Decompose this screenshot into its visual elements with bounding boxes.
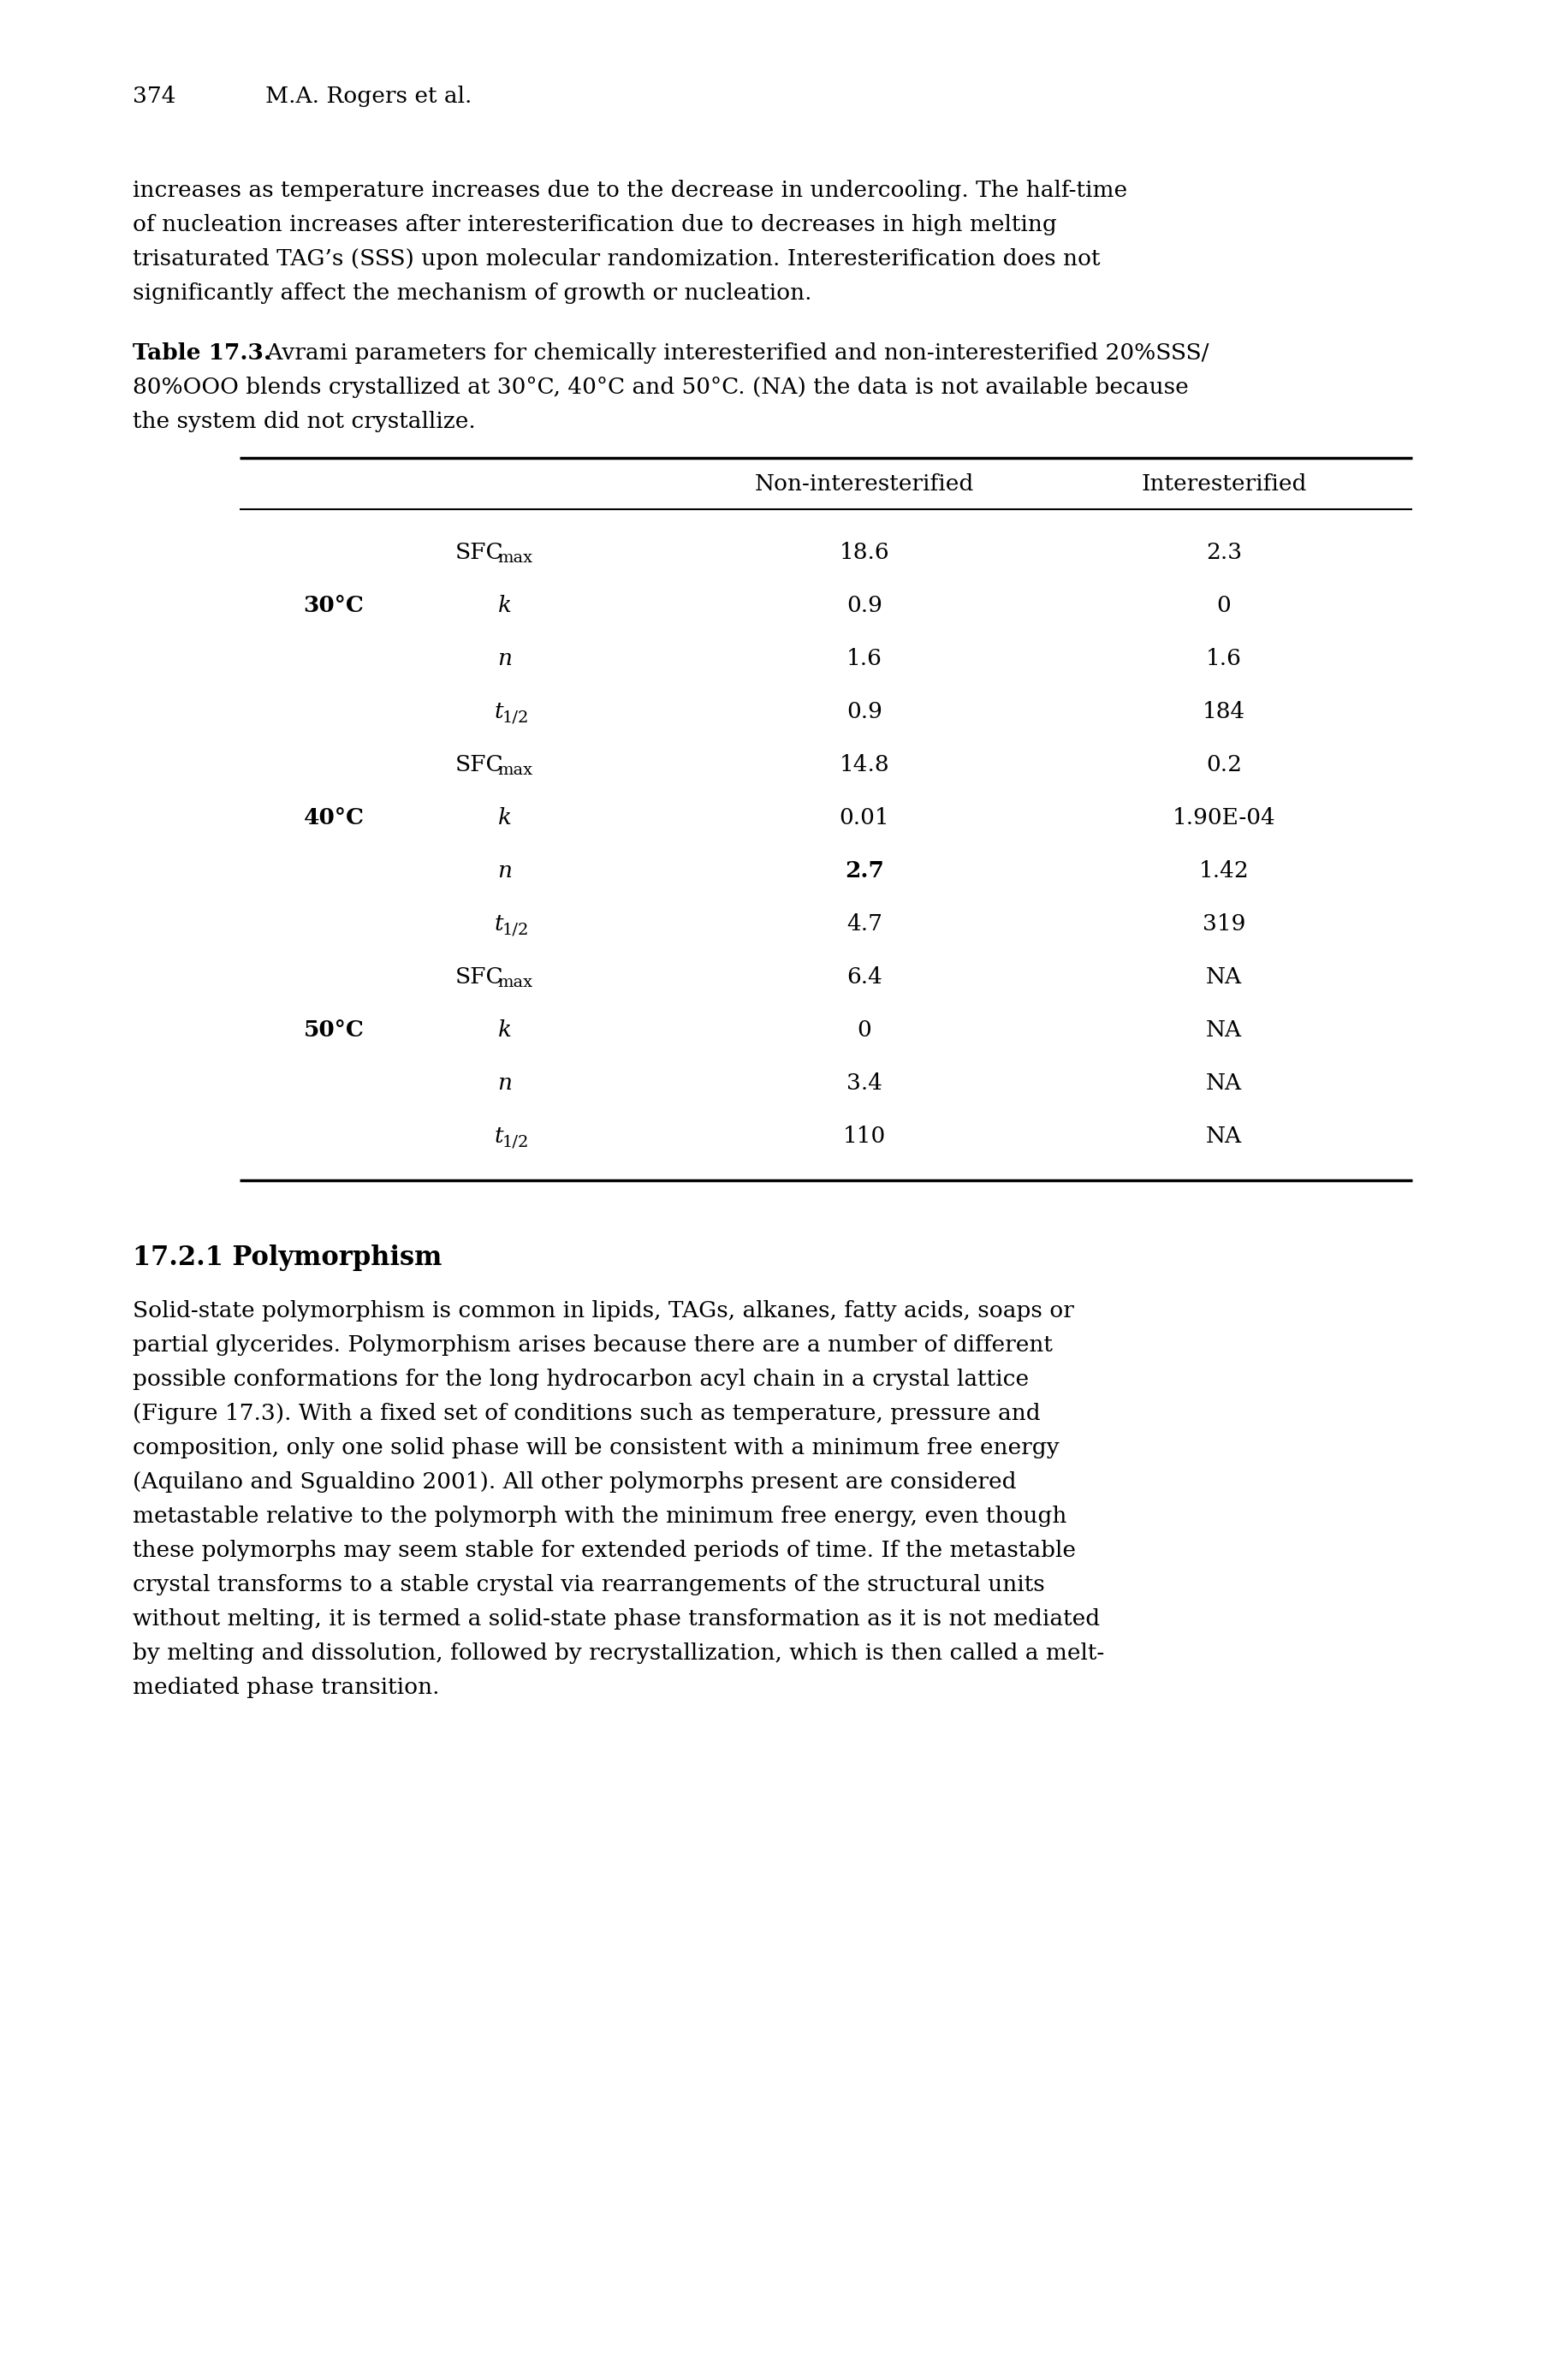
Text: Avrami parameters for chemically interesterified and non-interesterified 20%SSS/: Avrami parameters for chemically interes…	[259, 342, 1209, 364]
Text: trisaturated TAG’s (SSS) upon molecular randomization. Interesterification does : trisaturated TAG’s (SSS) upon molecular …	[133, 247, 1101, 268]
Text: crystal transforms to a stable crystal via rearrangements of the structural unit: crystal transforms to a stable crystal v…	[133, 1573, 1044, 1594]
Text: 110: 110	[844, 1126, 886, 1148]
Text: t: t	[494, 1126, 503, 1148]
Text: 319: 319	[1203, 912, 1245, 934]
Text: n: n	[497, 649, 513, 670]
Text: NA: NA	[1206, 1126, 1242, 1148]
Text: 17.2.1 Polymorphism: 17.2.1 Polymorphism	[133, 1245, 442, 1271]
Text: k: k	[499, 808, 511, 829]
Text: (Figure 17.3). With a fixed set of conditions such as temperature, pressure and: (Figure 17.3). With a fixed set of condi…	[133, 1402, 1041, 1423]
Text: 0.2: 0.2	[1206, 753, 1242, 775]
Text: 0.01: 0.01	[839, 808, 889, 829]
Text: 0.9: 0.9	[847, 594, 883, 615]
Text: mediated phase transition.: mediated phase transition.	[133, 1677, 439, 1699]
Text: the system did not crystallize.: the system did not crystallize.	[133, 411, 475, 432]
Text: k: k	[499, 1019, 511, 1041]
Text: max: max	[497, 763, 533, 777]
Text: Solid-state polymorphism is common in lipids, TAGs, alkanes, fatty acids, soaps : Solid-state polymorphism is common in li…	[133, 1300, 1074, 1321]
Text: 374: 374	[133, 86, 176, 107]
Text: 50°C: 50°C	[304, 1019, 364, 1041]
Text: metastable relative to the polymorph with the minimum free energy, even though: metastable relative to the polymorph wit…	[133, 1506, 1066, 1528]
Text: significantly affect the mechanism of growth or nucleation.: significantly affect the mechanism of gr…	[133, 283, 812, 304]
Text: t: t	[494, 701, 503, 722]
Text: 0: 0	[858, 1019, 872, 1041]
Text: partial glycerides. Polymorphism arises because there are a number of different: partial glycerides. Polymorphism arises …	[133, 1335, 1052, 1357]
Text: (Aquilano and Sgualdino 2001). All other polymorphs present are considered: (Aquilano and Sgualdino 2001). All other…	[133, 1471, 1016, 1492]
Text: 1/2: 1/2	[502, 1133, 528, 1150]
Text: of nucleation increases after interesterification due to decreases in high melti: of nucleation increases after interester…	[133, 214, 1057, 235]
Text: Non-interesterified: Non-interesterified	[754, 473, 974, 494]
Text: 30°C: 30°C	[304, 594, 364, 615]
Text: 40°C: 40°C	[304, 808, 364, 829]
Text: 1.90E-04: 1.90E-04	[1173, 808, 1276, 829]
Text: 2.7: 2.7	[845, 860, 884, 881]
Text: n: n	[497, 1072, 513, 1093]
Text: these polymorphs may seem stable for extended periods of time. If the metastable: these polymorphs may seem stable for ext…	[133, 1540, 1076, 1561]
Text: increases as temperature increases due to the decrease in undercooling. The half: increases as temperature increases due t…	[133, 181, 1127, 202]
Text: Interesterified: Interesterified	[1142, 473, 1306, 494]
Text: 0.9: 0.9	[847, 701, 883, 722]
Text: 4.7: 4.7	[847, 912, 883, 934]
Text: 1.6: 1.6	[1206, 649, 1242, 670]
Text: k: k	[499, 594, 511, 615]
Text: NA: NA	[1206, 1072, 1242, 1093]
Text: 80%OOO blends crystallized at 30°C, 40°C and 50°C. (NA) the data is not availabl: 80%OOO blends crystallized at 30°C, 40°C…	[133, 378, 1189, 399]
Text: 3.4: 3.4	[847, 1072, 883, 1093]
Text: t: t	[494, 912, 503, 934]
Text: composition, only one solid phase will be consistent with a minimum free energy: composition, only one solid phase will b…	[133, 1437, 1060, 1459]
Text: SFC: SFC	[455, 542, 503, 563]
Text: 6.4: 6.4	[847, 967, 883, 988]
Text: SFC: SFC	[455, 753, 503, 775]
Text: possible conformations for the long hydrocarbon acyl chain in a crystal lattice: possible conformations for the long hydr…	[133, 1369, 1029, 1390]
Text: 1.6: 1.6	[847, 649, 883, 670]
Text: M.A. Rogers et al.: M.A. Rogers et al.	[265, 86, 472, 107]
Text: NA: NA	[1206, 1019, 1242, 1041]
Text: 14.8: 14.8	[839, 753, 889, 775]
Text: 0: 0	[1217, 594, 1231, 615]
Text: max: max	[497, 551, 533, 565]
Text: by melting and dissolution, followed by recrystallization, which is then called : by melting and dissolution, followed by …	[133, 1642, 1104, 1663]
Text: SFC: SFC	[455, 967, 503, 988]
Text: max: max	[497, 974, 533, 991]
Text: Table 17.3.: Table 17.3.	[133, 342, 271, 364]
Text: 1/2: 1/2	[502, 922, 528, 936]
Text: 2.3: 2.3	[1206, 542, 1242, 563]
Text: 1.42: 1.42	[1200, 860, 1250, 881]
Text: 1/2: 1/2	[502, 710, 528, 725]
Text: without melting, it is termed a solid-state phase transformation as it is not me: without melting, it is termed a solid-st…	[133, 1609, 1099, 1630]
Text: NA: NA	[1206, 967, 1242, 988]
Text: n: n	[497, 860, 513, 881]
Text: 184: 184	[1203, 701, 1245, 722]
Text: 18.6: 18.6	[839, 542, 889, 563]
